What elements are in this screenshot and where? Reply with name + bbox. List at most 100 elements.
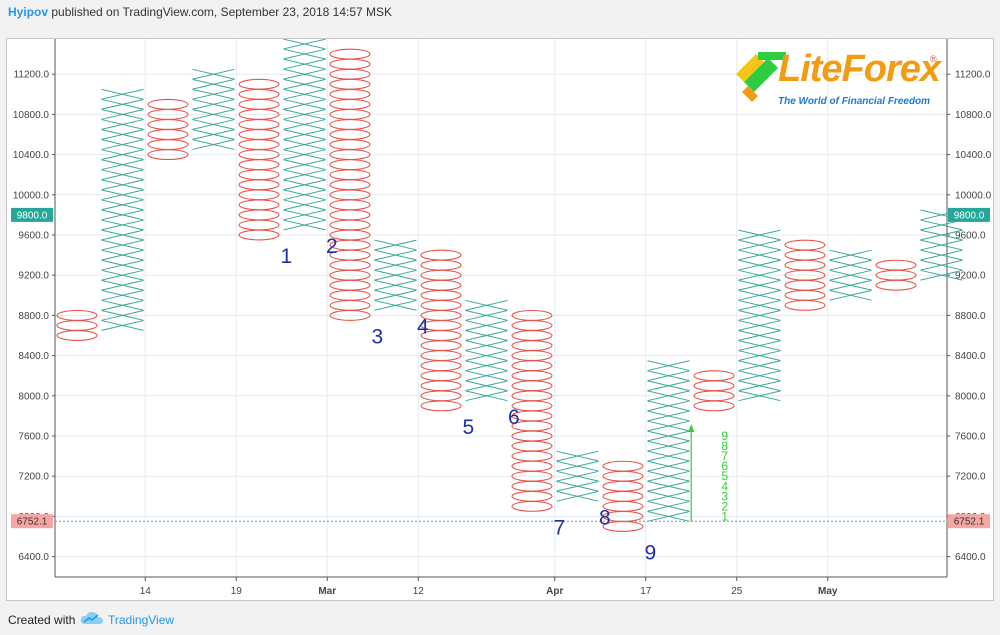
o-box	[238, 78, 280, 90]
o-box	[420, 400, 462, 412]
o-box	[238, 159, 280, 171]
o-column	[329, 48, 371, 321]
y-tick-label-left: 10000.0	[13, 190, 50, 201]
author-link[interactable]: Hyipov	[8, 5, 49, 19]
left-price-marker: 6752.1	[11, 514, 53, 529]
wave-annotation: 6	[508, 406, 520, 429]
o-box	[511, 450, 553, 462]
x-box	[101, 88, 144, 100]
x-box	[101, 299, 144, 311]
liteforex-tagline: The World of Financial Freedom	[778, 96, 931, 107]
o-box	[238, 98, 280, 110]
x-box	[738, 229, 781, 241]
tradingview-cloud-icon[interactable]	[80, 610, 104, 626]
o-box	[875, 259, 917, 271]
o-box	[511, 500, 553, 512]
y-tick-label-left: 11200.0	[14, 70, 50, 81]
o-box	[329, 78, 371, 90]
x-box	[647, 430, 690, 442]
x-box	[647, 420, 690, 432]
o-box	[511, 460, 553, 472]
x-box	[101, 320, 144, 331]
y-tick-label-right: 7600.0	[955, 432, 986, 443]
o-box	[147, 118, 189, 130]
x-box	[192, 129, 235, 140]
x-box	[556, 450, 599, 462]
x-box	[647, 370, 690, 382]
wave-annotation: 9	[644, 542, 656, 565]
y-tick-label-right: 8800.0	[955, 311, 986, 322]
x-box	[647, 440, 690, 452]
x-box	[283, 179, 326, 191]
x-box	[829, 279, 872, 291]
x-box	[920, 259, 963, 271]
wave-annotation: 4	[417, 315, 429, 338]
o-box	[511, 370, 553, 382]
x-box	[101, 310, 144, 321]
x-box	[283, 58, 326, 70]
o-box	[329, 179, 371, 191]
wave-annotation: 5	[462, 416, 474, 439]
o-box	[784, 279, 826, 291]
count-label: 3	[721, 489, 728, 503]
x-box	[283, 119, 326, 130]
created-with-label: Created with	[8, 613, 76, 627]
chart-frame[interactable]: 6400.06400.06800.06800.07200.07200.07600…	[6, 38, 994, 601]
tradingview-link[interactable]: TradingView	[108, 613, 175, 627]
o-column	[420, 249, 462, 412]
count-label: 5	[721, 469, 728, 483]
x-box	[101, 119, 144, 130]
x-box	[738, 380, 781, 392]
x-box	[101, 269, 144, 281]
y-tick-label-left: 8800.0	[18, 311, 49, 322]
price-marker-label: 9800.0	[954, 210, 985, 221]
o-box	[511, 320, 553, 331]
x-box	[920, 249, 963, 261]
x-box	[465, 299, 508, 311]
o-box	[56, 330, 98, 341]
o-box	[238, 118, 280, 130]
x-box	[465, 360, 508, 372]
o-box	[238, 219, 280, 231]
o-box	[511, 340, 553, 351]
x-box	[192, 119, 235, 130]
x-box	[374, 279, 417, 291]
x-box	[283, 78, 326, 90]
x-box	[465, 320, 508, 331]
o-box	[147, 139, 189, 151]
o-box	[420, 299, 462, 311]
x-box	[192, 78, 235, 90]
o-box	[329, 58, 371, 70]
count-arrow-head	[688, 423, 695, 432]
x-box	[192, 68, 235, 80]
price-marker-bg	[948, 514, 990, 529]
x-box	[647, 450, 690, 462]
wave-annotation: 8	[599, 506, 611, 529]
x-box	[829, 249, 872, 261]
y-tick-label-right: 11200.0	[955, 70, 991, 81]
y-tick-label-right: 7200.0	[955, 472, 986, 483]
x-box	[374, 299, 417, 311]
x-tick-label: 12	[413, 586, 425, 597]
o-box	[329, 209, 371, 221]
y-tick-label-left: 9200.0	[18, 271, 49, 282]
x-column	[829, 249, 872, 301]
o-box	[329, 48, 371, 60]
pnf-chart[interactable]: 6400.06400.06800.06800.07200.07200.07600…	[7, 39, 993, 600]
x-box	[647, 400, 690, 412]
x-column	[101, 88, 144, 331]
x-box	[738, 299, 781, 311]
o-box	[329, 289, 371, 301]
x-column	[465, 299, 508, 402]
x-box	[101, 149, 144, 160]
y-tick-label-left: 10800.0	[13, 110, 50, 121]
o-box	[420, 279, 462, 291]
x-box	[738, 279, 781, 291]
count-label: 6	[721, 459, 728, 473]
footer: Created with TradingView	[0, 603, 1000, 635]
x-box	[374, 269, 417, 281]
y-tick-label-right: 10800.0	[955, 110, 992, 121]
x-box	[283, 219, 326, 231]
x-box	[283, 169, 326, 181]
x-box	[101, 169, 144, 181]
